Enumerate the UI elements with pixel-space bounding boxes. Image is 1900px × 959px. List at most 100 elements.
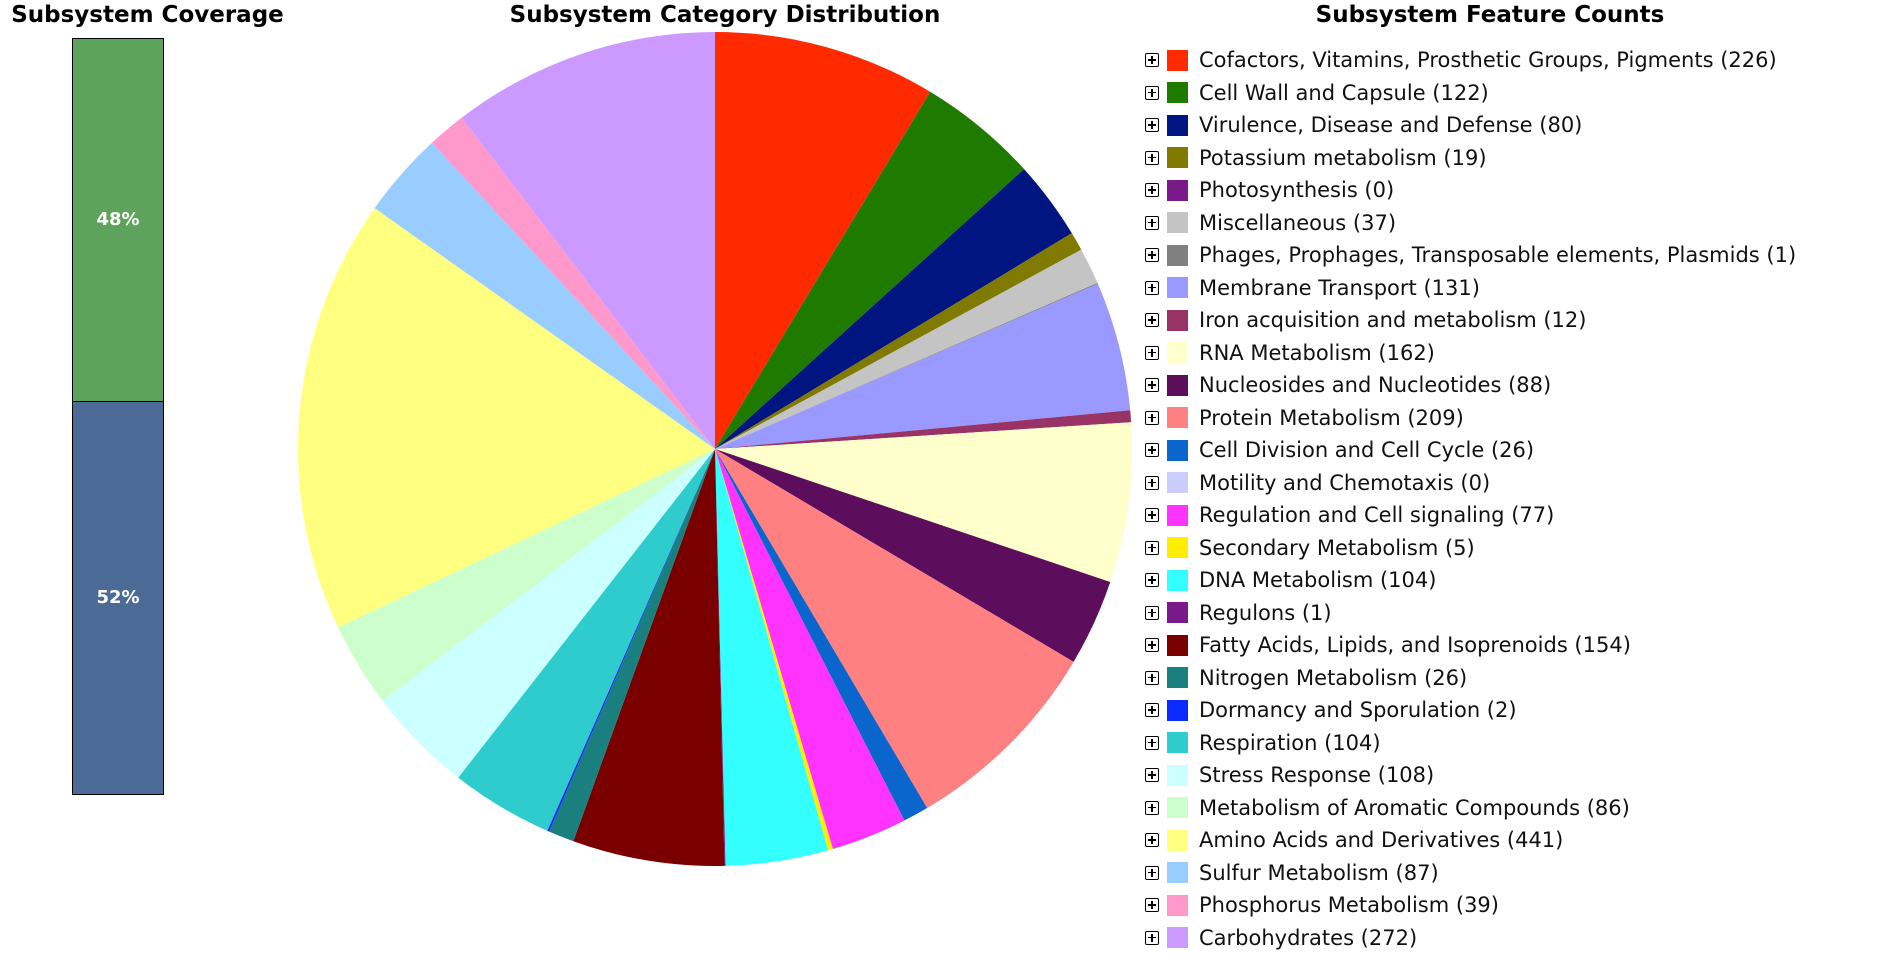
expand-icon[interactable] <box>1145 53 1159 68</box>
legend-label: Potassium metabolism (19) <box>1199 145 1487 170</box>
legend-item[interactable]: Cell Wall and Capsule (122) <box>1145 77 1796 110</box>
pie-slice[interactable] <box>715 422 1132 582</box>
pie-slice[interactable] <box>715 449 829 866</box>
pie-slice[interactable] <box>715 233 1082 449</box>
legend-label: Amino Acids and Derivatives (441) <box>1199 828 1564 853</box>
pie-slice[interactable] <box>715 449 1111 662</box>
expand-icon[interactable] <box>1145 118 1159 133</box>
legend-item[interactable]: Sulfur Metabolism (87) <box>1145 857 1796 890</box>
legend-item[interactable]: Nucleosides and Nucleotides (88) <box>1145 369 1796 402</box>
legend-item[interactable]: DNA Metabolism (104) <box>1145 564 1796 597</box>
legend-swatch <box>1167 504 1188 526</box>
legend-item[interactable]: Virulence, Disease and Defense (80) <box>1145 109 1796 142</box>
pie-slice[interactable] <box>715 449 1074 808</box>
expand-icon[interactable] <box>1145 475 1159 490</box>
expand-icon[interactable] <box>1145 150 1159 165</box>
legend-item[interactable]: Amino Acids and Derivatives (441) <box>1145 824 1796 857</box>
expand-icon[interactable] <box>1145 410 1159 425</box>
expand-icon[interactable] <box>1145 443 1159 458</box>
legend-item[interactable]: Membrane Transport (131) <box>1145 272 1796 305</box>
pie-slice[interactable] <box>573 449 725 866</box>
legend-label: Regulation and Cell signaling (77) <box>1199 503 1555 528</box>
expand-icon[interactable] <box>1145 215 1159 230</box>
legend-item[interactable]: Cofactors, Vitamins, Prosthetic Groups, … <box>1145 44 1796 77</box>
pie-slice[interactable] <box>547 449 715 832</box>
pie-slice[interactable] <box>715 32 931 449</box>
pie-slice[interactable] <box>715 249 1098 449</box>
legend-item[interactable]: Phosphorus Metabolism (39) <box>1145 889 1796 922</box>
expand-icon[interactable] <box>1145 313 1159 328</box>
legend-item[interactable]: Secondary Metabolism (5) <box>1145 532 1796 565</box>
legend-item[interactable]: RNA Metabolism (162) <box>1145 337 1796 370</box>
legend-label: Phages, Prophages, Transposable elements… <box>1199 243 1797 268</box>
legend-item[interactable]: Iron acquisition and metabolism (12) <box>1145 304 1796 337</box>
legend-label: Membrane Transport (131) <box>1199 275 1480 300</box>
pie-slice[interactable] <box>298 208 715 628</box>
pie-slice[interactable] <box>715 282 1098 449</box>
expand-icon[interactable] <box>1145 768 1159 783</box>
expand-icon[interactable] <box>1145 280 1159 295</box>
legend-item[interactable]: Phages, Prophages, Transposable elements… <box>1145 239 1796 272</box>
legend-item[interactable]: Potassium metabolism (19) <box>1145 142 1796 175</box>
legend-swatch <box>1167 277 1188 299</box>
legend-item[interactable]: Miscellaneous (37) <box>1145 207 1796 240</box>
pie-slice[interactable] <box>715 410 1132 449</box>
legend-item[interactable]: Carbohydrates (272) <box>1145 922 1796 955</box>
expand-icon[interactable] <box>1145 670 1159 685</box>
legend-label: Carbohydrates (272) <box>1199 925 1418 950</box>
pie-slice[interactable] <box>715 169 1072 449</box>
expand-icon[interactable] <box>1145 605 1159 620</box>
legend-item[interactable]: Regulons (1) <box>1145 597 1796 630</box>
pie-slice[interactable] <box>715 449 905 849</box>
legend-item[interactable]: Dormancy and Sporulation (2) <box>1145 694 1796 727</box>
expand-icon[interactable] <box>1145 735 1159 750</box>
pie-slice[interactable] <box>715 449 726 866</box>
legend-swatch <box>1167 179 1188 201</box>
expand-icon[interactable] <box>1145 85 1159 100</box>
pie-slice[interactable] <box>458 449 715 831</box>
legend-label: Dormancy and Sporulation (2) <box>1199 698 1517 723</box>
pie-slice[interactable] <box>431 117 715 450</box>
expand-icon[interactable] <box>1145 898 1159 913</box>
pie-slice[interactable] <box>338 449 715 701</box>
pie-slice[interactable] <box>461 32 715 449</box>
pie-slice[interactable] <box>715 283 1131 449</box>
expand-icon[interactable] <box>1145 378 1159 393</box>
pie-slice[interactable] <box>382 449 715 778</box>
legend-label: Photosynthesis (0) <box>1199 178 1395 203</box>
legend-item[interactable]: Nitrogen Metabolism (26) <box>1145 662 1796 695</box>
legend-item[interactable]: Cell Division and Cell Cycle (26) <box>1145 434 1796 467</box>
expand-icon[interactable] <box>1145 248 1159 263</box>
expand-icon[interactable] <box>1145 800 1159 815</box>
expand-icon[interactable] <box>1145 508 1159 523</box>
legend-item[interactable]: Fatty Acids, Lipids, and Isoprenoids (15… <box>1145 629 1796 662</box>
pie-slice[interactable] <box>715 449 833 851</box>
pie-slice[interactable] <box>374 142 715 449</box>
legend-swatch <box>1167 862 1188 884</box>
expand-icon[interactable] <box>1145 345 1159 360</box>
legend-item[interactable]: Protein Metabolism (209) <box>1145 402 1796 435</box>
pie-slice[interactable] <box>715 449 928 821</box>
expand-icon[interactable] <box>1145 573 1159 588</box>
legend-item[interactable]: Regulation and Cell signaling (77) <box>1145 499 1796 532</box>
expand-icon[interactable] <box>1145 833 1159 848</box>
expand-icon[interactable] <box>1145 703 1159 718</box>
legend-item[interactable]: Respiration (104) <box>1145 727 1796 760</box>
legend-item[interactable]: Motility and Chemotaxis (0) <box>1145 467 1796 500</box>
expand-icon[interactable] <box>1145 540 1159 555</box>
legend-swatch <box>1167 342 1188 364</box>
legend-swatch <box>1167 244 1188 266</box>
legend-item[interactable]: Photosynthesis (0) <box>1145 174 1796 207</box>
pie-slice[interactable] <box>549 449 715 842</box>
legend-label: DNA Metabolism (104) <box>1199 568 1437 593</box>
legend-label: Fatty Acids, Lipids, and Isoprenoids (15… <box>1199 633 1631 658</box>
legend-item[interactable]: Metabolism of Aromatic Compounds (86) <box>1145 792 1796 825</box>
legend-swatch <box>1167 472 1188 494</box>
pie-slice[interactable] <box>715 91 1025 449</box>
expand-icon[interactable] <box>1145 638 1159 653</box>
legend-swatch <box>1167 49 1188 71</box>
expand-icon[interactable] <box>1145 930 1159 945</box>
legend-item[interactable]: Stress Response (108) <box>1145 759 1796 792</box>
expand-icon[interactable] <box>1145 865 1159 880</box>
expand-icon[interactable] <box>1145 183 1159 198</box>
